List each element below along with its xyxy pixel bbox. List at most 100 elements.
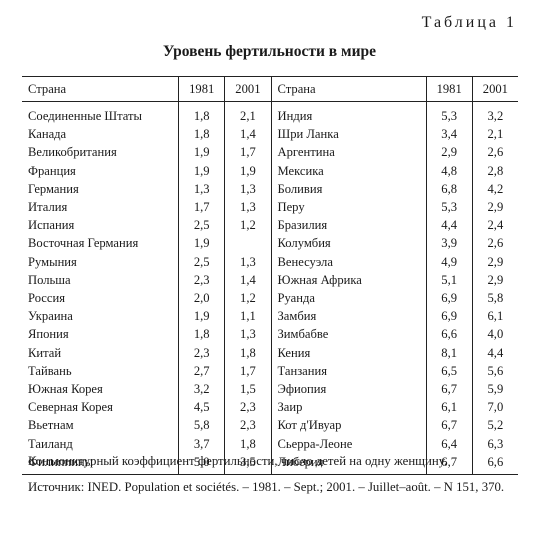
country-left-cell: Соединенные Штаты — [28, 109, 143, 123]
value-2001-right-cell: 6,6 — [471, 452, 518, 476]
value-2001-left-cell: 1,3 — [224, 252, 271, 271]
value-2001-left-cell: 1,2 — [224, 216, 271, 235]
country-right-cell: Эфиопия — [270, 380, 427, 399]
country-left-cell: Таиланд — [28, 436, 73, 451]
country-left-cell: Испания — [28, 218, 75, 233]
country-right-cell: Кот д'Ивуар — [270, 416, 427, 435]
value-2001-left-cell: 1,3 — [224, 325, 271, 344]
value-1981-left-cell: 4,5 — [178, 398, 225, 417]
country-right-cell: Сьерра-Леоне — [270, 434, 427, 453]
value-1981-right-cell: 6,1 — [425, 398, 473, 417]
fertility-table: Страна 1981 2001 Страна 1981 2001 Соедин… — [22, 76, 518, 476]
table-number-label: Таблица 1 — [421, 14, 517, 31]
value-1981-left-cell: 2,3 — [178, 343, 225, 362]
value-1981-left-cell: 2,0 — [178, 289, 225, 308]
country-right-cell: Венесуэла — [270, 252, 427, 271]
country-right-cell: Перу — [270, 198, 427, 217]
table-row: Россия 2,0 1,2 Руанда 6,9 5,8 — [22, 289, 518, 308]
country-right-cell: Зимбабве — [270, 325, 427, 344]
value-2001-right-cell: 5,6 — [471, 361, 518, 381]
country-right-cell: Южная Африка — [270, 270, 427, 290]
value-1981-right-cell: 6,9 — [425, 307, 473, 326]
country-right-cell: Либерия — [270, 452, 427, 476]
country-right-cell: Замбия — [270, 307, 427, 326]
value-2001-left-cell: 1,7 — [224, 361, 271, 381]
table-row: Польша 2,3 1,4 Южная Африка 5,1 2,9 — [22, 270, 518, 290]
country-left-cell: Румыния — [28, 254, 77, 269]
table-source: Источник: INED. Population et sociétés. … — [28, 480, 505, 494]
header-country-right: Страна — [270, 76, 427, 102]
table-row: Германия 1,3 1,3 Боливия 6,8 4,2 — [22, 179, 518, 199]
value-1981-right-cell: 8,1 — [425, 343, 473, 362]
value-1981-right-cell: 6,7 — [425, 416, 473, 435]
value-1981-right-cell: 4,4 — [425, 216, 473, 235]
value-2001-left-cell: 1,9 — [224, 161, 271, 180]
table-title: Уровень фертильности в мире — [162, 43, 376, 60]
value-1981-right-cell: 6,7 — [425, 380, 473, 399]
country-right-cell: Боливия — [270, 179, 427, 199]
table-row: Испания 2,5 1,2 Бразилия 4,4 2,4 — [22, 216, 518, 235]
value-1981-left-cell: 5,8 — [178, 416, 225, 435]
country-right-cell: Танзания — [270, 361, 427, 381]
country-left-cell: Украина — [28, 309, 73, 324]
value-2001-left-cell: 1,1 — [224, 307, 271, 326]
country-left-cell: Тайвань — [28, 363, 72, 378]
value-2001-left-cell: 1,8 — [224, 434, 271, 453]
table-row: Тайвань 2,7 1,7 Танзания 6,5 5,6 — [22, 361, 518, 381]
value-2001-right-cell: 6,3 — [471, 434, 518, 453]
country-right-cell: Бразилия — [270, 216, 427, 235]
value-1981-right-cell: 6,8 — [425, 179, 473, 199]
value-1981-left-cell: 2,5 — [178, 252, 225, 271]
header-2001-right: 2001 — [471, 76, 518, 102]
value-1981-right-cell: 6,7 — [425, 452, 473, 476]
value-2001-right-cell: 7,0 — [471, 398, 518, 417]
value-2001-left-cell: 2,1 — [224, 101, 271, 126]
table-row: Канада 1,8 1,4 Шри Ланка 3,4 2,1 — [22, 125, 518, 144]
value-2001-right-cell: 5,8 — [471, 289, 518, 308]
value-2001-left-cell: 2,3 — [224, 398, 271, 417]
country-left-cell: Южная Корея — [28, 382, 103, 397]
country-right-cell: Мексика — [270, 161, 427, 180]
country-left-cell: Северная Корея — [28, 400, 113, 415]
value-1981-left-cell: 1,9 — [178, 143, 225, 162]
value-1981-left-cell: 1,9 — [178, 307, 225, 326]
country-left-cell: Италия — [28, 200, 68, 215]
value-1981-right-cell: 5,3 — [425, 101, 473, 126]
table-row: Соединенные Штаты 1,8 2,1 Индия 5,3 3,2 — [22, 101, 518, 126]
value-1981-left-cell: 1,8 — [178, 125, 225, 144]
table-note: Конъюнктурный коэффициент фертильности, … — [28, 454, 448, 468]
table-row: Украина 1,9 1,1 Замбия 6,9 6,1 — [22, 307, 518, 326]
value-1981-left-cell: 1,3 — [178, 179, 225, 199]
country-left-cell: Вьетнам — [28, 418, 74, 433]
value-1981-left-cell: 1,9 — [178, 234, 225, 253]
value-1981-left-cell: 1,9 — [178, 161, 225, 180]
value-2001-left-cell: 1,4 — [224, 125, 271, 144]
table-row: Франция 1,9 1,9 Мексика 4,8 2,8 — [22, 161, 518, 180]
country-left-cell: Япония — [28, 327, 69, 342]
country-right-cell: Шри Ланка — [270, 125, 427, 144]
value-2001-right-cell: 2,1 — [471, 125, 518, 144]
value-1981-left-cell: 3,7 — [178, 434, 225, 453]
value-2001-right-cell: 2,9 — [471, 270, 518, 290]
country-right-cell: Заир — [270, 398, 427, 417]
value-2001-right-cell: 5,2 — [471, 416, 518, 435]
value-2001-right-cell: 2,9 — [471, 252, 518, 271]
value-2001-left-cell — [224, 234, 271, 253]
value-2001-left-cell: 2,3 — [224, 416, 271, 435]
value-2001-left-cell: 1,4 — [224, 270, 271, 290]
value-1981-right-cell: 6,4 — [425, 434, 473, 453]
table-row: Румыния 2,5 1,3 Венесуэла 4,9 2,9 — [22, 252, 518, 271]
country-right-cell: Колумбия — [270, 234, 427, 253]
header-country-left: Страна — [22, 76, 179, 102]
country-left-cell: Канада — [28, 127, 67, 142]
table-row: Восточная Германия 1,9 Колумбия 3,9 2,6 — [22, 234, 518, 253]
value-1981-right-cell: 6,5 — [425, 361, 473, 381]
value-2001-left-cell: 1,7 — [224, 143, 271, 162]
value-1981-right-cell: 6,9 — [425, 289, 473, 308]
value-1981-left-cell: 1,8 — [178, 101, 225, 126]
country-left-cell: Восточная Германия — [28, 236, 139, 251]
value-1981-right-cell: 6,6 — [425, 325, 473, 344]
value-2001-right-cell: 4,2 — [471, 179, 518, 199]
value-2001-right-cell: 2,9 — [471, 198, 518, 217]
value-1981-left-cell: 1,8 — [178, 325, 225, 344]
